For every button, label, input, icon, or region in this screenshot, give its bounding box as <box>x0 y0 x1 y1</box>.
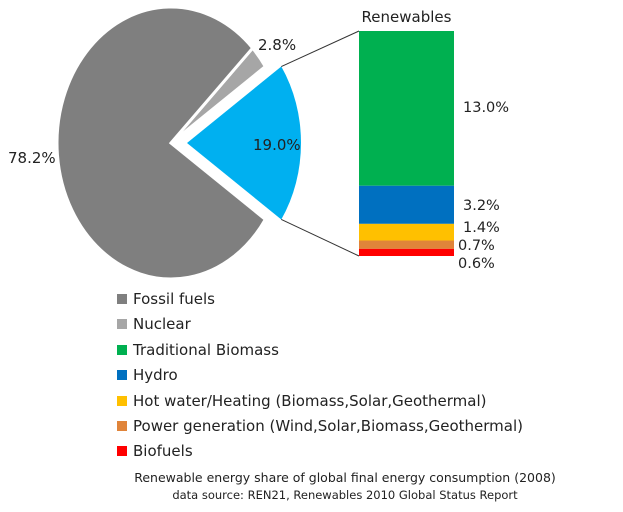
connector-line-top <box>281 30 360 68</box>
legend-label: Power generation (Wind,Solar,Biomass,Geo… <box>133 417 523 435</box>
legend-item: Hot water/Heating (Biomass,Solar,Geother… <box>117 390 487 412</box>
legend-item: Hydro <box>117 364 178 386</box>
bar-segment <box>359 240 454 249</box>
pie-label: 2.8% <box>258 36 296 54</box>
breakdown-title: Renewables <box>362 8 452 26</box>
pie-label: 78.2% <box>8 149 56 167</box>
bar-label: 0.7% <box>458 238 495 254</box>
legend-label: Nuclear <box>133 315 191 334</box>
data-source: data source: REN21, Renewables 2010 Glob… <box>172 488 518 502</box>
legend-label: Fossil fuels <box>133 290 216 308</box>
legend-label: Hot water/Heating (Biomass,Solar,Geother… <box>133 391 487 410</box>
legend-swatch <box>117 446 127 457</box>
legend-item: Traditional Biomass <box>117 339 279 361</box>
bar-segment <box>359 185 454 224</box>
legend-swatch <box>117 370 127 381</box>
legend-label: Traditional Biomass <box>133 340 279 359</box>
bar-segment <box>359 31 454 186</box>
legend-swatch <box>117 319 127 330</box>
legend-label: Biofuels <box>133 442 193 461</box>
pie-slice-fossil-fuels <box>55 5 268 281</box>
connector-line-bottom <box>281 218 360 257</box>
bar-segment <box>359 223 454 241</box>
legend-item: Power generation (Wind,Solar,Biomass,Geo… <box>117 415 523 437</box>
bar-segment <box>359 248 454 256</box>
legend-swatch <box>117 395 127 406</box>
legend-item: Biofuels <box>117 440 193 462</box>
legend-item: Nuclear <box>117 313 191 335</box>
legend-swatch <box>117 421 127 431</box>
pie-label: 19.0% <box>253 136 301 154</box>
bar-label: 13.0% <box>463 100 509 116</box>
legend-swatch <box>117 294 127 304</box>
bar-label: 3.2% <box>463 198 500 214</box>
bar-label: 0.6% <box>458 256 495 272</box>
legend-swatch <box>117 344 127 355</box>
legend-item: Fossil fuels <box>117 288 215 310</box>
chart-caption: Renewable energy share of global final e… <box>134 470 556 485</box>
legend-label: Hydro <box>133 366 178 385</box>
bar-label: 1.4% <box>463 220 500 236</box>
pie-slice-renewables <box>187 66 301 220</box>
